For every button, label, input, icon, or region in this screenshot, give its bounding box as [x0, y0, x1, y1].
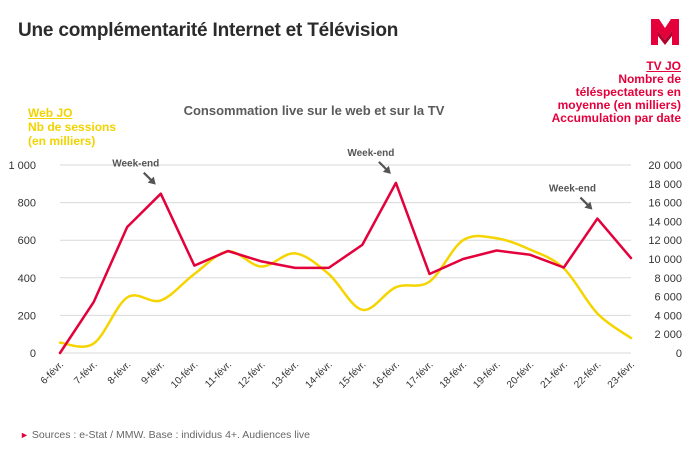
- y-left-tick-label: 200: [18, 310, 36, 322]
- x-tick-label: 17-févr.: [404, 359, 435, 390]
- y-left-tick-label: 1 000: [8, 160, 36, 172]
- y-right-tick-label: 8 000: [654, 273, 682, 285]
- legend-web-title: Web JO: [28, 106, 73, 120]
- annotation-label: Week-end: [347, 148, 394, 159]
- m-logo-highlight: [658, 31, 672, 45]
- legend-tv-line: Nombre de: [618, 72, 681, 86]
- y-right-tick-label: 12 000: [648, 235, 682, 247]
- source-text: Sources : e-Stat / MMW. Base : individus…: [31, 429, 311, 441]
- y-right-tick-label: 2 000: [654, 329, 682, 341]
- y-right-tick-label: 20 000: [648, 160, 682, 172]
- y-left-tick-label: 0: [30, 348, 36, 360]
- y-right-tick-label: 10 000: [648, 254, 682, 266]
- x-tick-label: 22-févr.: [572, 359, 603, 390]
- annotation-label: Week-end: [549, 184, 596, 195]
- x-tick-label: 7-févr.: [72, 359, 99, 386]
- x-tick-label: 6-févr.: [39, 359, 66, 386]
- y-right-tick-label: 4 000: [654, 310, 682, 322]
- tv-series-line: [58, 181, 633, 355]
- y-left-tick-label: 600: [18, 235, 36, 247]
- x-tick-label: 12-févr.: [236, 359, 267, 390]
- legend-tv-line: Accumulation par date: [551, 111, 681, 125]
- legend-web-line: Nb de sessions: [28, 120, 117, 134]
- x-tick-label: 10-févr.: [169, 359, 200, 390]
- x-tick-label: 8-févr.: [106, 359, 133, 386]
- web-series-line: [58, 234, 633, 348]
- y-right-tick-label: 18 000: [648, 179, 682, 191]
- annotation-arrowhead: [147, 176, 156, 185]
- x-tick-label: 15-févr.: [337, 359, 368, 390]
- source-note: ► Sources : e-Stat / MMW. Base : individu…: [20, 429, 310, 441]
- x-tick-label: 19-févr.: [471, 359, 502, 390]
- annotation-arrowhead: [584, 201, 593, 210]
- y-right-tick-label: 14 000: [648, 216, 682, 228]
- x-tick-label: 18-févr.: [438, 359, 469, 390]
- m-logo-shape: [651, 19, 679, 45]
- x-tick-label: 11-févr.: [203, 359, 234, 390]
- legend-tv-line: moyenne (en milliers): [557, 98, 681, 112]
- source-arrow-icon: ►: [20, 430, 29, 440]
- annotation-label: Week-end: [112, 159, 159, 170]
- y-right-tick-label: 0: [676, 348, 682, 360]
- x-tick-label: 9-févr.: [139, 359, 166, 386]
- chart-subtitle: Consommation live sur le web et sur la T…: [183, 103, 445, 118]
- legend-web-line: (en milliers): [28, 134, 96, 148]
- y-right-tick-label: 16 000: [648, 198, 682, 210]
- legend-tv-line: téléspectateurs en: [575, 85, 681, 99]
- page-title: Une complémentarité Internet et Télévisi…: [18, 20, 399, 41]
- y-left-tick-label: 400: [18, 273, 36, 285]
- y-right-tick-label: 6 000: [654, 292, 682, 304]
- y-left-tick-label: 800: [18, 198, 36, 210]
- x-tick-label: 21-févr.: [539, 359, 570, 390]
- legend-tv: TV JO Nombre de téléspectateurs en moyen…: [552, 60, 681, 125]
- x-tick-label: 13-févr.: [270, 359, 301, 390]
- m-logo-icon: [651, 19, 679, 45]
- legend-web: Web JO Nb de sessions (en milliers): [28, 106, 116, 148]
- x-tick-label: 20-févr.: [505, 359, 536, 390]
- legend-tv-title: TV JO: [646, 59, 681, 73]
- x-tick-label: 14-févr.: [303, 359, 334, 390]
- annotation-arrowhead: [382, 165, 391, 174]
- x-tick-label: 23-févr.: [606, 359, 637, 390]
- x-tick-label: 16-févr.: [371, 359, 402, 390]
